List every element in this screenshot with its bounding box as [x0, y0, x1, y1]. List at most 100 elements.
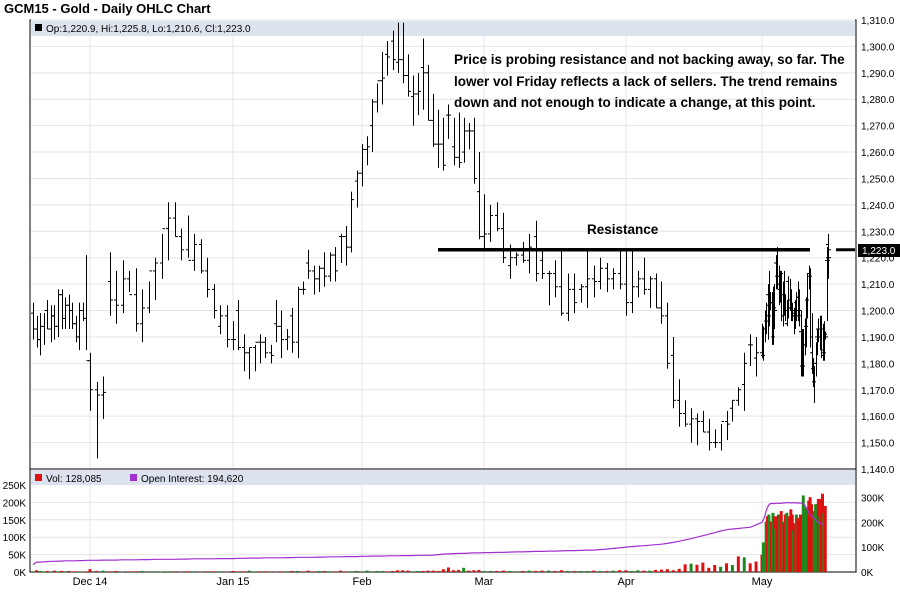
ohlc-readout-strip	[31, 21, 855, 36]
volume-bar	[88, 569, 92, 572]
volume-bar	[579, 570, 583, 572]
ohlc-bar	[441, 117, 446, 171]
price-tick-label: 1,280.0	[861, 95, 895, 106]
volume-tick-label: 200K	[3, 498, 27, 509]
volume-bar	[49, 571, 53, 572]
ohlc-bar	[683, 400, 688, 427]
open-interest-tick-label: 300K	[861, 493, 885, 504]
volume-bar	[482, 570, 486, 572]
ohlc-bar	[253, 341, 258, 372]
ohlc-bar	[360, 144, 365, 187]
price-tick-label: 1,160.0	[861, 412, 895, 423]
volume-tick-label: 50K	[8, 551, 26, 562]
volume-bar	[754, 561, 758, 572]
ohlc-bar	[654, 273, 659, 309]
volume-bar	[349, 571, 353, 572]
volume-bar	[258, 571, 262, 572]
price-tick-label: 1,270.0	[861, 122, 895, 133]
volume-bar	[572, 570, 576, 572]
volume-bar	[654, 569, 658, 572]
ohlc-bar	[648, 276, 653, 308]
ohlc-bar	[671, 336, 676, 409]
ohlc-bar	[199, 239, 204, 274]
volume-bar	[360, 571, 364, 572]
volume-bar	[328, 571, 332, 572]
ohlc-bar	[301, 281, 306, 295]
ohlc-bar	[269, 344, 274, 364]
ohlc-bar	[306, 249, 311, 279]
price-tick-label: 1,150.0	[861, 439, 895, 450]
ohlc-bar	[695, 413, 700, 446]
x-tick-label: Dec 14	[73, 576, 108, 588]
volume-bar	[630, 570, 634, 572]
volume-bar	[823, 505, 827, 572]
ohlc-bar	[495, 202, 500, 232]
ohlc-bar	[742, 352, 747, 411]
volume-bar	[35, 570, 39, 572]
ohlc-bar	[147, 270, 152, 314]
volume-bar	[127, 571, 131, 572]
volume-bar	[306, 570, 310, 572]
volume-bar	[231, 570, 235, 572]
ohlc-bar	[179, 228, 184, 261]
volume-bar	[242, 571, 246, 572]
volume-bar	[665, 569, 669, 572]
volume-bar	[186, 571, 189, 572]
ohlc-bar	[748, 334, 753, 366]
volume-bar	[56, 571, 60, 572]
price-tick-label: 1,140.0	[861, 465, 895, 476]
volume-bar	[452, 570, 455, 572]
ohlc-bar	[431, 93, 436, 147]
ohlc-bar	[426, 64, 431, 121]
volume-bar	[547, 570, 551, 572]
volume-bar	[279, 571, 283, 572]
volume-bar	[618, 570, 622, 572]
volume-bar	[636, 570, 640, 572]
volume-bar	[322, 570, 326, 572]
volume-bar	[285, 571, 289, 572]
ohlc-bar	[212, 284, 217, 319]
volume-bar	[683, 564, 687, 572]
ohlc-bar	[514, 252, 519, 266]
volume-bar	[713, 565, 717, 572]
ohlc-bar	[457, 112, 462, 168]
ohlc-bar	[247, 347, 252, 380]
commentary-annotation: Price is probing resistance and not back…	[454, 52, 845, 110]
ohlc-bar	[436, 109, 441, 168]
ohlc-bar	[598, 257, 603, 290]
price-tick-label: 1,180.0	[861, 359, 895, 370]
ohlc-bar	[258, 334, 263, 364]
ohlc-bar	[160, 228, 165, 279]
price-tick-label: 1,250.0	[861, 174, 895, 185]
ohlc-bar	[95, 381, 100, 459]
last-price-tag-box	[858, 244, 900, 257]
ohlc-bar	[108, 252, 113, 316]
volume-bar	[488, 570, 492, 572]
ohlc-bar	[225, 305, 230, 348]
volume-bar	[736, 556, 740, 572]
ohlc-bar	[140, 289, 145, 343]
ohlc-bar	[665, 302, 670, 369]
volume-bar	[74, 571, 78, 572]
volume-bar	[730, 565, 734, 572]
volume-bar	[585, 570, 589, 572]
ohlc-bar	[416, 72, 421, 116]
ohlc-bar	[127, 270, 132, 296]
ohlc-bar	[396, 22, 401, 73]
volume-bar	[247, 570, 251, 572]
price-panel-frame	[29, 19, 857, 470]
volume-bar	[140, 570, 144, 572]
ohlc-readout-icon	[35, 24, 42, 31]
ohlc-bar	[274, 299, 279, 343]
last-price-tag: 1,223.0	[862, 246, 896, 257]
volume-bar	[553, 570, 557, 572]
ohlc-bar	[312, 265, 317, 295]
volume-bar	[598, 570, 602, 572]
volume-bar	[411, 571, 415, 572]
volume-bar	[401, 570, 405, 572]
volume-bar	[446, 567, 450, 572]
ohlc-bar	[624, 249, 629, 316]
volume-bar	[605, 570, 609, 572]
ohlc-bar	[365, 136, 370, 166]
